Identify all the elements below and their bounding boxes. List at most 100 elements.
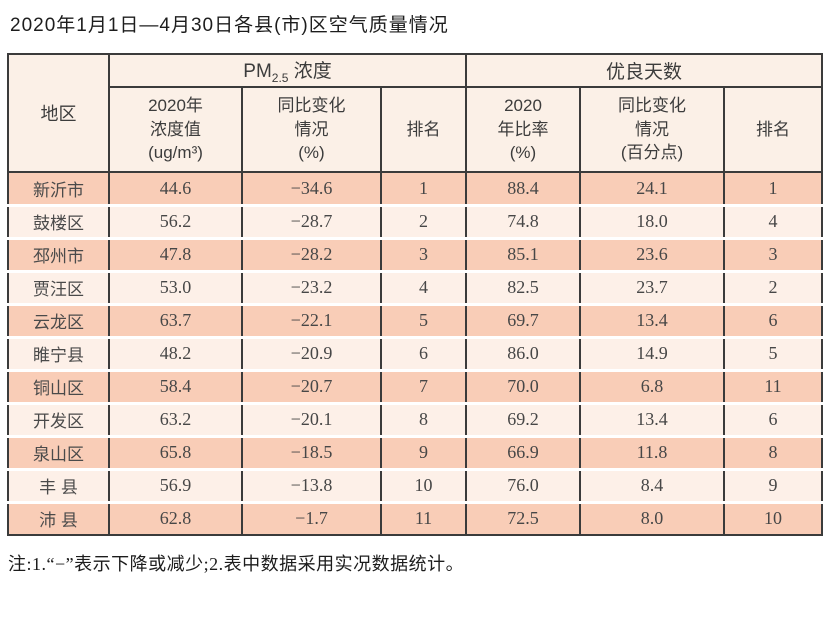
value-cell: 72.5: [465, 500, 581, 535]
value-cell: 82.5: [465, 269, 581, 304]
table-row: 丰 县 56.9 −13.8 10 76.0 8.4 9: [7, 467, 824, 502]
header-pm25-rank: 排名: [380, 87, 467, 173]
header-group-pm25: PM2.5 浓度: [108, 54, 467, 88]
good-days-label: 优良天数: [606, 62, 683, 83]
value-cell: 53.0: [108, 269, 243, 304]
region-cell: 贾汪区: [7, 269, 110, 304]
header-group-row: 地区 PM2.5 浓度 优良天数: [7, 54, 824, 173]
table-row: 泉山区 65.8 −18.5 9 66.9 11.8 8: [7, 434, 824, 469]
region-cell: 邳州市: [7, 236, 110, 271]
rank-cell: 5: [380, 302, 467, 337]
value-cell: −28.2: [241, 236, 382, 271]
header-pm25-value: 2020年 浓度值 (ug/m³): [108, 87, 243, 173]
rank-cell: 4: [380, 269, 467, 304]
value-cell: 24.1: [579, 172, 725, 205]
region-cell: 开发区: [7, 401, 110, 436]
rank-cell: 2: [380, 203, 467, 238]
rank-cell: 9: [380, 434, 467, 469]
air-quality-table: 地区 PM2.5 浓度 优良天数 2020年 浓度值 (ug/m³) 同比变化 …: [7, 53, 824, 536]
region-cell: 铜山区: [7, 368, 110, 403]
value-cell: 8.4: [579, 467, 725, 502]
value-cell: 74.8: [465, 203, 581, 238]
value-cell: 63.7: [108, 302, 243, 337]
header-line: (ug/m³): [148, 143, 203, 163]
value-cell: 6.8: [579, 368, 725, 403]
value-cell: 13.4: [579, 302, 725, 337]
rank-cell: 8: [380, 401, 467, 436]
rank-cell: 5: [722, 335, 824, 370]
table-row: 开发区 63.2 −20.1 8 69.2 13.4 6: [7, 401, 824, 436]
rank-cell: 6: [722, 401, 824, 436]
value-cell: −20.9: [241, 335, 382, 370]
header-line: 排名: [756, 119, 790, 139]
rank-cell: 11: [722, 368, 824, 403]
value-cell: 86.0: [465, 335, 581, 370]
value-cell: 13.4: [579, 401, 725, 436]
value-cell: 44.6: [108, 172, 243, 205]
value-cell: 23.7: [579, 269, 725, 304]
table-row: 鼓楼区 56.2 −28.7 2 74.8 18.0 4: [7, 203, 824, 238]
value-cell: 62.8: [108, 500, 243, 535]
value-cell: −13.8: [241, 467, 382, 502]
header-sub-row: 2020年 浓度值 (ug/m³) 同比变化 情况 (%) 排名 2020 年比…: [8, 87, 824, 173]
pm25-suffix: 浓度: [288, 61, 332, 83]
table-row: 贾汪区 53.0 −23.2 4 82.5 23.7 2: [7, 269, 824, 304]
region-cell: 新沂市: [7, 172, 110, 205]
pm25-prefix: PM: [243, 61, 272, 83]
value-cell: 88.4: [465, 172, 581, 205]
value-cell: −23.2: [241, 269, 382, 304]
header-line: (百分点): [620, 143, 684, 163]
header-good-rank: 排名: [722, 87, 824, 173]
rank-cell: 7: [380, 368, 467, 403]
rank-cell: 2: [722, 269, 824, 304]
rank-cell: 6: [722, 302, 824, 337]
header-line: (%): [298, 143, 325, 163]
header-line: 同比变化: [277, 96, 346, 116]
rank-cell: 6: [380, 335, 467, 370]
header-line: 年比率: [497, 119, 549, 139]
table-row: 睢宁县 48.2 −20.9 6 86.0 14.9 5: [7, 335, 824, 370]
page-title: 2020年1月1日—4月30日各县(市)区空气质量情况: [10, 15, 449, 36]
value-cell: −18.5: [241, 434, 382, 469]
header-line: 浓度值: [150, 119, 201, 139]
value-cell: 69.7: [465, 302, 581, 337]
value-cell: 14.9: [579, 335, 725, 370]
rank-cell: 10: [722, 500, 824, 535]
header-line: 情况: [635, 119, 669, 139]
header-good-ratio: 2020 年比率 (%): [465, 87, 581, 173]
header-line: 2020: [504, 96, 542, 116]
value-cell: 56.9: [108, 467, 243, 502]
rank-cell: 10: [380, 467, 467, 502]
region-cell: 沛 县: [7, 500, 110, 535]
header-group-good-days: 优良天数: [464, 54, 824, 88]
rank-cell: 3: [380, 236, 467, 271]
value-cell: 63.2: [108, 401, 243, 436]
value-cell: −22.1: [241, 302, 382, 337]
rank-cell: 8: [722, 434, 824, 469]
header-pm25-change: 同比变化 情况 (%): [241, 87, 382, 173]
value-cell: 76.0: [465, 467, 581, 502]
table-row: 邳州市 47.8 −28.2 3 85.1 23.6 3: [7, 236, 824, 271]
table-row: 铜山区 58.4 −20.7 7 70.0 6.8 11: [7, 368, 824, 403]
value-cell: 69.2: [465, 401, 581, 436]
value-cell: 48.2: [108, 335, 243, 370]
rank-cell: 1: [722, 172, 824, 205]
region-cell: 睢宁县: [7, 335, 110, 370]
pm25-subscript: 2.5: [271, 70, 289, 85]
value-cell: 11.8: [579, 434, 725, 469]
value-cell: 66.9: [465, 434, 581, 469]
value-cell: 85.1: [465, 236, 581, 271]
value-cell: −1.7: [241, 500, 382, 535]
rank-cell: 1: [380, 172, 467, 205]
table-row: 沛 县 62.8 −1.7 11 72.5 8.0 10: [7, 500, 824, 535]
region-cell: 丰 县: [7, 467, 110, 502]
value-cell: −28.7: [241, 203, 382, 238]
value-cell: 58.4: [108, 368, 243, 403]
footnote: 注:1.“−”表示下降或减少;2.表中数据采用实况数据统计。: [8, 554, 465, 574]
header-region: 地区: [7, 54, 110, 173]
rank-cell: 9: [722, 467, 824, 502]
rank-cell: 4: [722, 203, 824, 238]
value-cell: −20.7: [241, 368, 382, 403]
value-cell: 47.8: [108, 236, 243, 271]
